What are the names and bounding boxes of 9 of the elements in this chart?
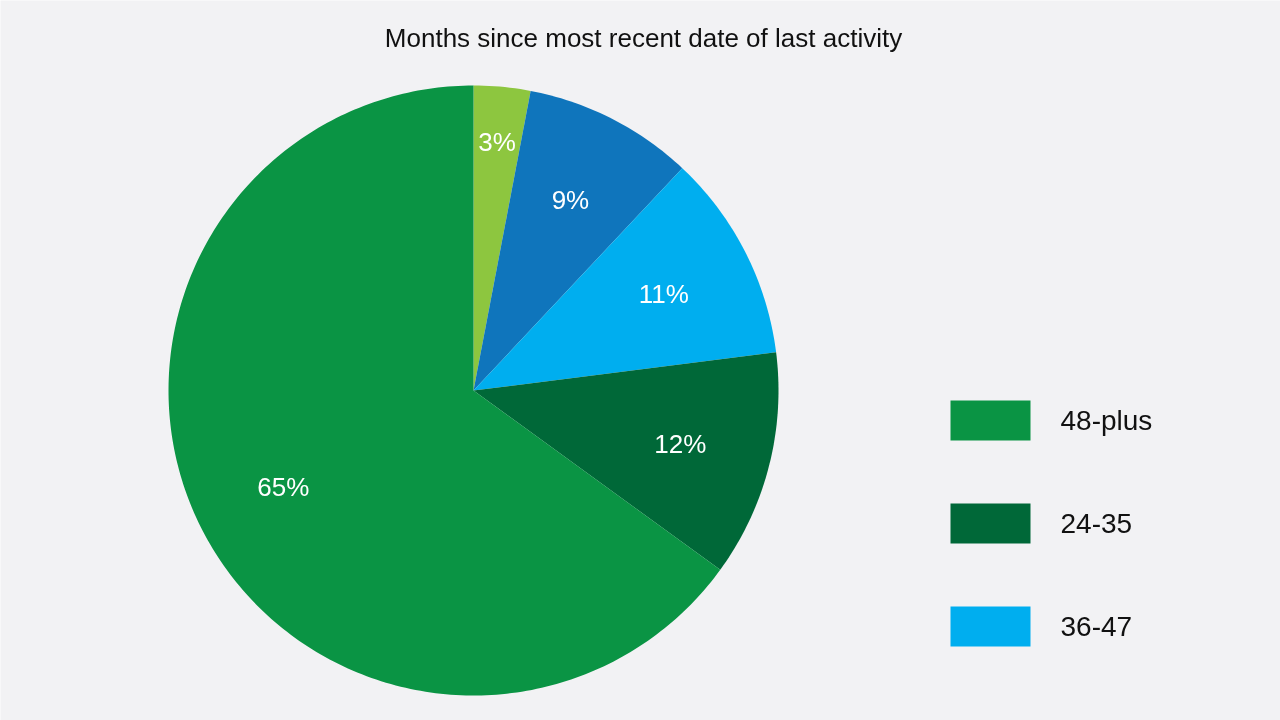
data-label: 9% [551, 185, 590, 216]
data-label: 3% [478, 126, 516, 157]
data-label: 65% [257, 472, 310, 503]
data-label: 11% [638, 278, 689, 309]
legend-label: 36-47 [1060, 611, 1133, 642]
data-label: 12% [654, 428, 707, 459]
chart-title: Months since most recent date of last activity [384, 22, 903, 53]
legend-label: 48-plus [1060, 405, 1153, 436]
legend-label: 24-35 [1060, 508, 1133, 539]
